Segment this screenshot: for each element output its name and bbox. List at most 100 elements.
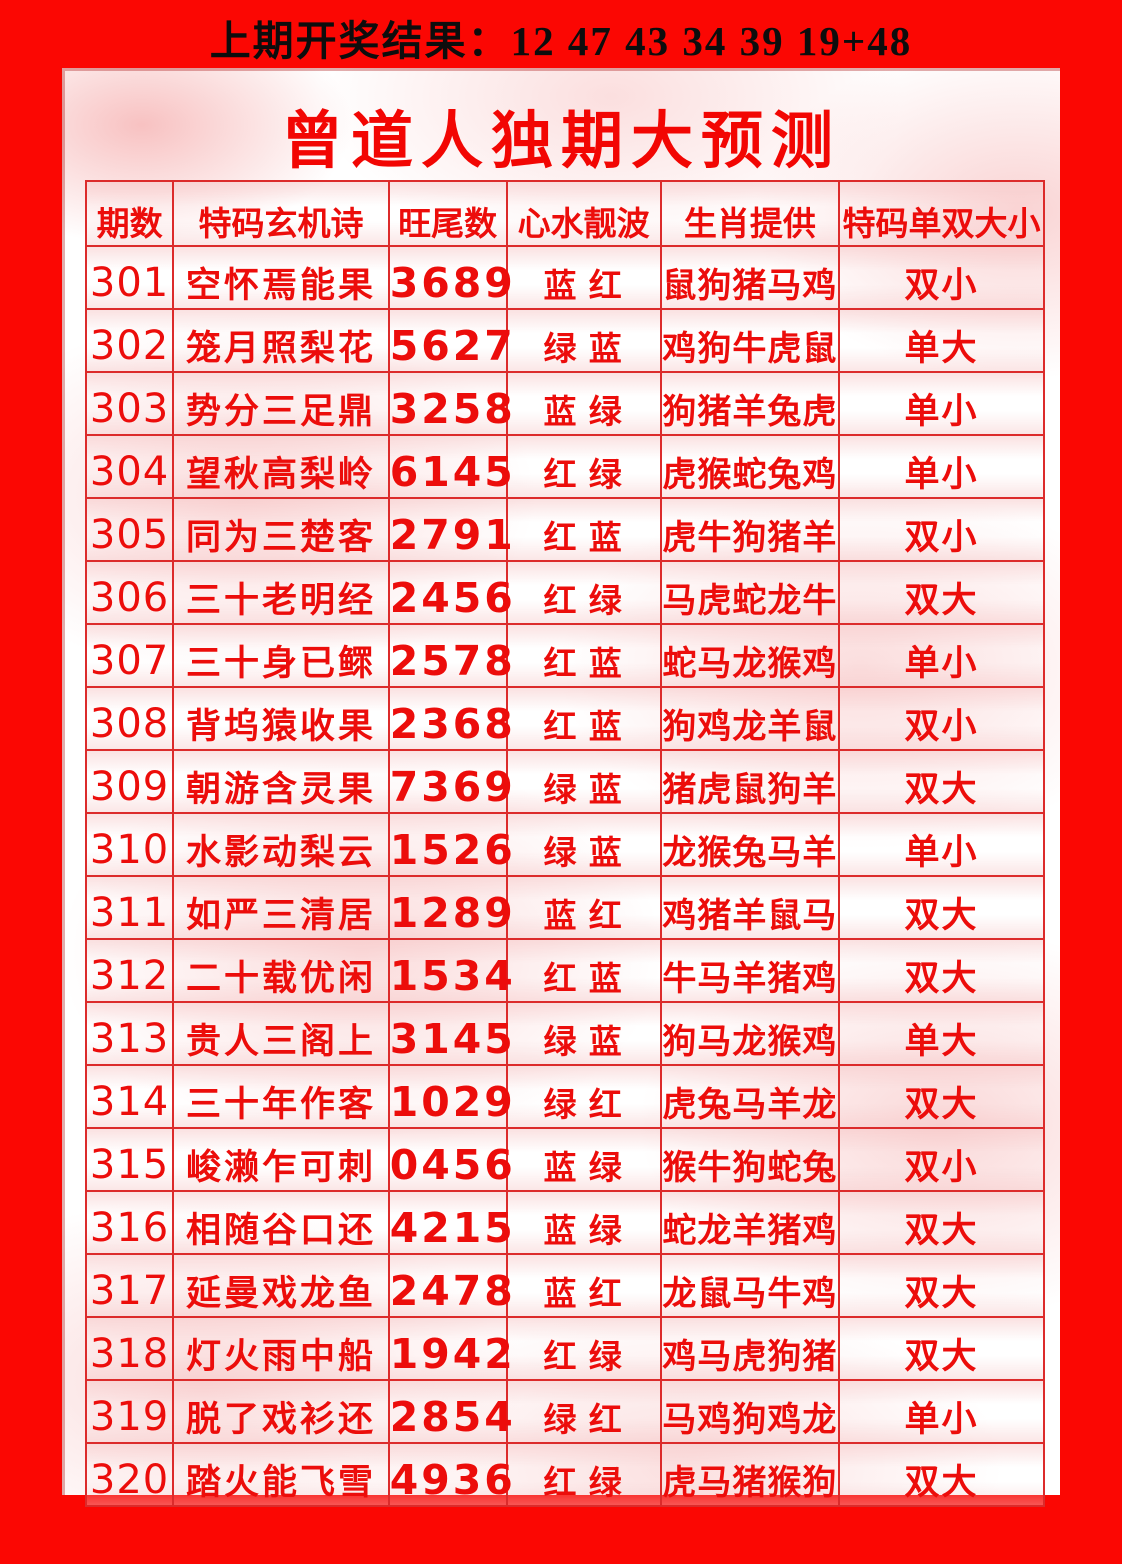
poem-cell: 三十年作客: [172, 1064, 390, 1129]
oddeven-size-cell: 双小: [837, 1127, 1046, 1192]
period-cell: 312: [84, 938, 175, 1003]
previous-draw-result-banner: 上期开奖结果：12 47 43 34 39 19+48: [0, 0, 1122, 74]
poem-cell: 延曼戏龙鱼: [172, 1253, 390, 1318]
poem-cell: 踏火能飞雪: [172, 1442, 390, 1507]
poem-cell: 三十老明经: [172, 560, 390, 625]
period-cell: 313: [84, 1001, 175, 1066]
table-row: 305 同为三楚客 2791 红 蓝虎牛狗猪羊 双小: [84, 497, 1046, 562]
zodiac-cell: 龙鼠马牛鸡: [659, 1253, 840, 1318]
table-row: 310 水影动梨云 1526 绿 蓝龙猴兔马羊 单小: [84, 812, 1046, 877]
zodiac-cell: 猪虎鼠狗羊: [659, 749, 840, 814]
poem-cell: 水影动梨云: [172, 812, 390, 877]
oddeven-size-cell: 单小: [837, 812, 1046, 877]
tail-numbers-cell: 2456: [387, 560, 513, 625]
table-row: 309 朝游含灵果 7369 绿 蓝猪虎鼠狗羊 双大: [84, 749, 1046, 814]
period-cell: 317: [84, 1253, 175, 1318]
content-panel: 曾道人独期大预测 期数 特码玄机诗 旺尾数 心水靓波 生肖提供 特码单双大小 301 空怀焉…: [62, 68, 1060, 1507]
period-cell: 318: [84, 1316, 175, 1381]
oddeven-size-cell: 双大: [837, 1442, 1046, 1507]
oddeven-size-cell: 单小: [837, 1379, 1046, 1444]
period-cell: 311: [84, 875, 175, 940]
tail-numbers-cell: 3689: [387, 245, 513, 310]
table-row: 311 如严三清居 1289 蓝 红鸡猪羊鼠马 双大: [84, 875, 1046, 940]
tail-numbers-cell: 4215: [387, 1190, 513, 1255]
zodiac-cell: 马虎蛇龙牛: [659, 560, 840, 625]
tail-numbers-cell: 2478: [387, 1253, 513, 1318]
oddeven-size-cell: 单小: [837, 434, 1046, 499]
tail-numbers-cell: 7369: [387, 749, 513, 814]
period-cell: 308: [84, 686, 175, 751]
table-row: 306 三十老明经 2456 红 绿马虎蛇龙牛 双大: [84, 560, 1046, 625]
table-row: 302 笼月照梨花 5627 绿 蓝鸡狗牛虎鼠 单大: [84, 308, 1046, 373]
table-row: 308 背坞猿收果 2368 红 蓝狗鸡龙羊鼠 双小: [84, 686, 1046, 751]
period-cell: 307: [84, 623, 175, 688]
period-cell: 310: [84, 812, 175, 877]
table-header-row: 期数 特码玄机诗 旺尾数 心水靓波 生肖提供 特码单双大小: [84, 180, 1046, 247]
table-row: 318 灯火雨中船 1942 红 绿鸡马虎狗猪 双大: [84, 1316, 1046, 1381]
wave-cell: 绿 蓝: [505, 308, 662, 373]
tail-numbers-cell: 6145: [387, 434, 513, 499]
wave-cell: 红 绿: [505, 560, 662, 625]
wave-cell: 红 蓝: [505, 938, 662, 1003]
poem-cell: 朝游含灵果: [172, 749, 390, 814]
column-header-tail-numbers: 旺尾数: [387, 180, 508, 247]
tail-numbers-cell: 1289: [387, 875, 513, 940]
oddeven-size-cell: 双大: [837, 938, 1046, 1003]
poem-cell: 势分三足鼎: [172, 371, 390, 436]
column-header-wave: 心水靓波: [505, 180, 662, 247]
wave-cell: 蓝 绿: [505, 1190, 662, 1255]
zodiac-cell: 鸡狗牛虎鼠: [659, 308, 840, 373]
oddeven-size-cell: 单小: [837, 623, 1046, 688]
table-row: 314 三十年作客 1029 绿 红虎兔马羊龙 双大: [84, 1064, 1046, 1129]
tail-numbers-cell: 4936: [387, 1442, 513, 1507]
wave-cell: 红 绿: [505, 1442, 662, 1507]
wave-cell: 绿 蓝: [505, 749, 662, 814]
zodiac-cell: 猴牛狗蛇兔: [659, 1127, 840, 1192]
zodiac-cell: 虎马猪猴狗: [659, 1442, 840, 1507]
poem-cell: 三十身已鳏: [172, 623, 390, 688]
table-row: 320 踏火能飞雪 4936 红 绿虎马猪猴狗 双大: [84, 1442, 1046, 1507]
oddeven-size-cell: 双小: [837, 497, 1046, 562]
poem-cell: 同为三楚客: [172, 497, 390, 562]
wave-cell: 蓝 绿: [505, 1127, 662, 1192]
oddeven-size-cell: 双小: [837, 686, 1046, 751]
table-row: 313 贵人三阁上 3145 绿 蓝狗马龙猴鸡 单大: [84, 1001, 1046, 1066]
poem-cell: 空怀焉能果: [172, 245, 390, 310]
zodiac-cell: 狗猪羊兔虎: [659, 371, 840, 436]
zodiac-cell: 蛇龙羊猪鸡: [659, 1190, 840, 1255]
oddeven-size-cell: 双小: [837, 245, 1046, 310]
poem-cell: 望秋高梨岭: [172, 434, 390, 499]
prediction-table: 期数 特码玄机诗 旺尾数 心水靓波 生肖提供 特码单双大小 301 空怀焉能果 3689 蓝 红…: [84, 180, 1046, 1507]
period-cell: 301: [84, 245, 175, 310]
zodiac-cell: 虎兔马羊龙: [659, 1064, 840, 1129]
oddeven-size-cell: 单大: [837, 308, 1046, 373]
wave-cell: 红 蓝: [505, 497, 662, 562]
wave-cell: 蓝 绿: [505, 371, 662, 436]
tail-numbers-cell: 2368: [387, 686, 513, 751]
oddeven-size-cell: 双大: [837, 875, 1046, 940]
table-row: 303 势分三足鼎 3258 蓝 绿狗猪羊兔虎 单小: [84, 371, 1046, 436]
tail-numbers-cell: 2578: [387, 623, 513, 688]
oddeven-size-cell: 单大: [837, 1001, 1046, 1066]
period-cell: 309: [84, 749, 175, 814]
wave-cell: 红 蓝: [505, 623, 662, 688]
poem-cell: 相随谷口还: [172, 1190, 390, 1255]
zodiac-cell: 蛇马龙猴鸡: [659, 623, 840, 688]
period-cell: 305: [84, 497, 175, 562]
period-cell: 319: [84, 1379, 175, 1444]
tail-numbers-cell: 5627: [387, 308, 513, 373]
table-row: 301 空怀焉能果 3689 蓝 红鼠狗猪马鸡 双小: [84, 245, 1046, 310]
period-cell: 314: [84, 1064, 175, 1129]
tail-numbers-cell: 1534: [387, 938, 513, 1003]
zodiac-cell: 鸡马虎狗猪: [659, 1316, 840, 1381]
poem-cell: 脱了戏衫还: [172, 1379, 390, 1444]
wave-cell: 红 绿: [505, 1316, 662, 1381]
column-header-oddeven-size: 特码单双大小: [837, 180, 1046, 247]
period-cell: 304: [84, 434, 175, 499]
wave-cell: 绿 蓝: [505, 812, 662, 877]
tail-numbers-cell: 3145: [387, 1001, 513, 1066]
table-row: 312 二十载优闲 1534 红 蓝牛马羊猪鸡 双大: [84, 938, 1046, 1003]
tail-numbers-cell: 0456: [387, 1127, 513, 1192]
oddeven-size-cell: 双大: [837, 560, 1046, 625]
wave-cell: 蓝 红: [505, 1253, 662, 1318]
